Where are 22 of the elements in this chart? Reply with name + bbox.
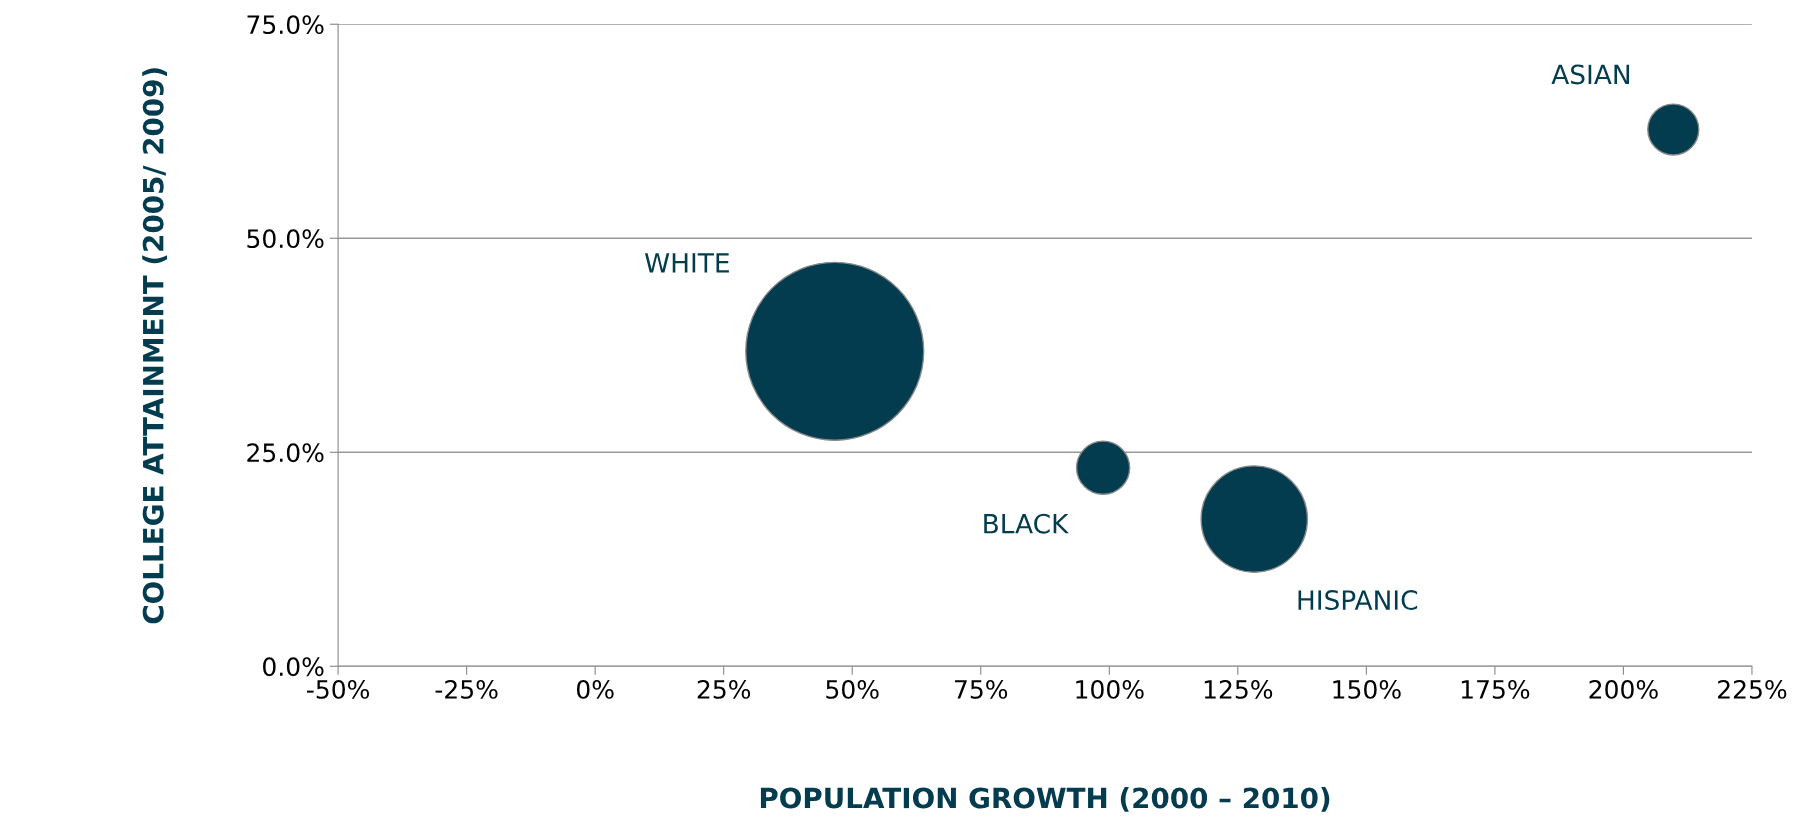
x-tick-label: -25% xyxy=(435,679,498,699)
x-tick-label: 225% xyxy=(1718,679,1787,699)
y-axis-title: COLLEGE ATTAINMENT (2005/ 2009) xyxy=(142,68,167,624)
x-tick-label: 200% xyxy=(1589,679,1658,699)
x-tick-label: 125% xyxy=(1204,679,1273,699)
series-label: ASIAN xyxy=(1551,64,1630,85)
series-label: BLACK xyxy=(984,513,1069,534)
x-tick-label: 50% xyxy=(826,679,879,699)
x-tick-label: 100% xyxy=(1076,679,1144,699)
x-tick-label: 175% xyxy=(1461,679,1530,699)
x-tick-label: 0% xyxy=(576,679,614,699)
y-tick-label: 50.0% xyxy=(247,229,324,249)
x-tick-label: 25% xyxy=(697,679,751,699)
x-tick-label: 150% xyxy=(1333,679,1401,699)
y-tick-label: 0.0% xyxy=(263,657,324,677)
x-tick-label: 75% xyxy=(955,679,1008,699)
y-tick-label: 75.0% xyxy=(247,15,324,35)
x-axis-title: POPULATION GROWTH (2000 – 2010) xyxy=(760,787,1330,812)
y-tick-label: 25.0% xyxy=(247,443,324,463)
series-label: WHITE xyxy=(644,253,729,273)
x-tick-label: -50% xyxy=(307,679,370,699)
series-label: HISPANIC xyxy=(1298,590,1418,611)
